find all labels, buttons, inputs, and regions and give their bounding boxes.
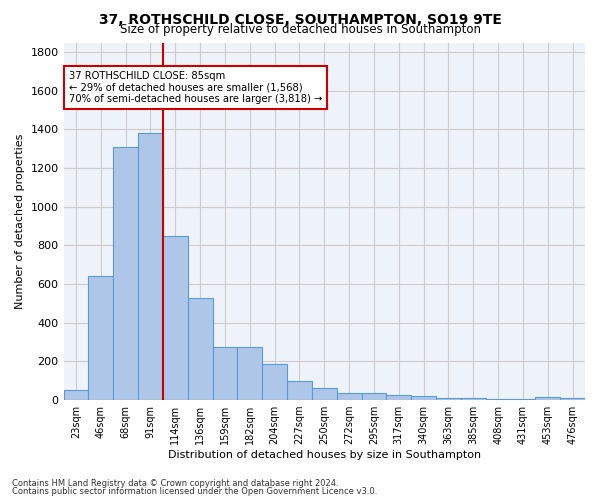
Bar xyxy=(535,397,560,400)
Bar xyxy=(113,147,138,400)
Bar xyxy=(64,390,88,400)
Bar xyxy=(212,347,238,400)
Bar xyxy=(337,392,362,400)
Y-axis label: Number of detached properties: Number of detached properties xyxy=(15,134,25,309)
X-axis label: Distribution of detached houses by size in Southampton: Distribution of detached houses by size … xyxy=(168,450,481,460)
Bar xyxy=(461,398,485,400)
Bar xyxy=(485,398,511,400)
Bar xyxy=(411,396,436,400)
Bar xyxy=(238,347,262,400)
Bar xyxy=(88,276,113,400)
Bar xyxy=(436,398,461,400)
Text: Contains public sector information licensed under the Open Government Licence v3: Contains public sector information licen… xyxy=(12,487,377,496)
Bar xyxy=(262,364,287,400)
Bar xyxy=(386,394,411,400)
Bar xyxy=(287,381,312,400)
Bar xyxy=(163,236,188,400)
Bar xyxy=(560,398,585,400)
Bar xyxy=(511,398,535,400)
Bar xyxy=(312,388,337,400)
Bar xyxy=(138,134,163,400)
Bar xyxy=(188,298,212,400)
Text: 37 ROTHSCHILD CLOSE: 85sqm
← 29% of detached houses are smaller (1,568)
70% of s: 37 ROTHSCHILD CLOSE: 85sqm ← 29% of deta… xyxy=(69,71,322,104)
Text: Size of property relative to detached houses in Southampton: Size of property relative to detached ho… xyxy=(119,22,481,36)
Text: 37, ROTHSCHILD CLOSE, SOUTHAMPTON, SO19 9TE: 37, ROTHSCHILD CLOSE, SOUTHAMPTON, SO19 … xyxy=(98,12,502,26)
Text: Contains HM Land Registry data © Crown copyright and database right 2024.: Contains HM Land Registry data © Crown c… xyxy=(12,478,338,488)
Bar xyxy=(362,392,386,400)
